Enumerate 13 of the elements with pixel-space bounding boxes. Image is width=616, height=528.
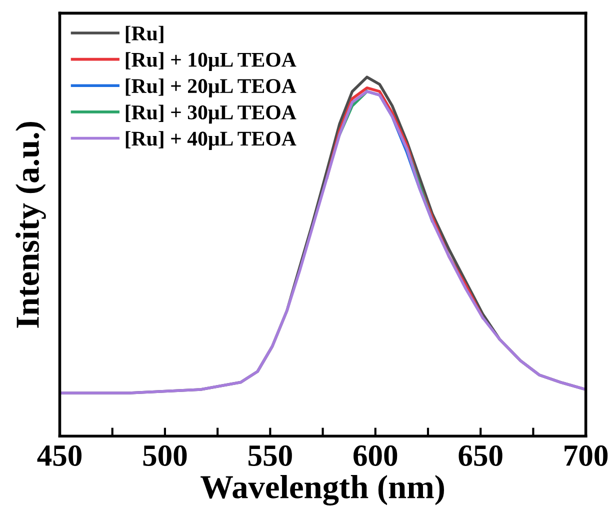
x-axis-title: Wavelength (nm) <box>200 474 444 506</box>
y-axis-title: Intensity (a.u.) <box>16 122 46 328</box>
legend-label: [Ru] + 10μL TEOA <box>126 52 296 72</box>
x-tick-label: 650 <box>458 445 502 466</box>
x-tick-label: 550 <box>248 445 292 466</box>
legend-label: [Ru] + 40μL TEOA <box>126 131 296 150</box>
x-tick-label: 600 <box>354 445 398 466</box>
legend-label: [Ru] <box>126 26 164 44</box>
legend-label: [Ru] + 20μL TEOA <box>126 78 296 98</box>
x-tick-label: 500 <box>143 445 187 466</box>
legend-label: [Ru] + 30μL TEOA <box>126 104 296 124</box>
x-tick-label: 450 <box>37 445 82 466</box>
x-tick-label: 700 <box>564 445 608 466</box>
